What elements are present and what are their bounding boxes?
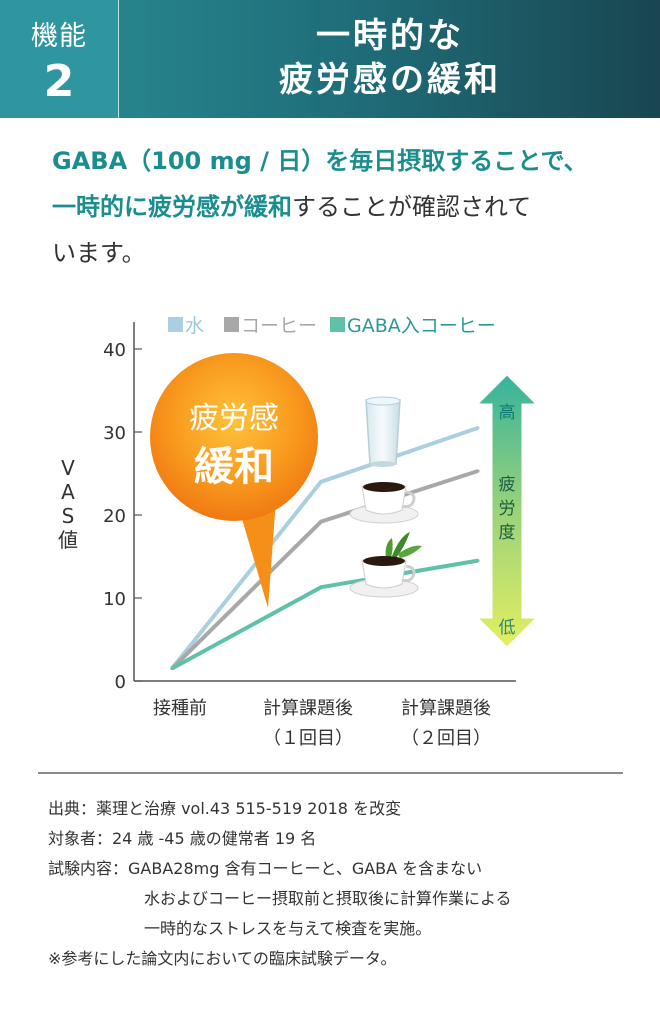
y-tick-label: 40 [103, 340, 126, 361]
y-tick-label: 0 [115, 672, 126, 693]
intro-line-3: います。 [52, 239, 146, 267]
header-banner: 機能 2 一時的な 疲労感の緩和 [0, 0, 660, 118]
legend-swatch [330, 317, 345, 332]
arrow-top-label: 高 [499, 403, 516, 423]
intro-line-1: GABA（100 mg / 日）を毎日摂取することで、 [52, 147, 588, 175]
arrow-middle-label: 疲労度 [499, 475, 516, 543]
coffee-cup-icon [349, 482, 419, 524]
y-axis-label-char: V [61, 456, 75, 480]
gaba-coffee-cup-icon [349, 532, 422, 598]
callout-line-2: 緩和 [194, 444, 274, 490]
divider [38, 772, 623, 774]
note-trial-3: 一時的なストレスを与えて検査を実施。 [144, 919, 432, 938]
legend: 水 コーヒー GABA入コーヒー [168, 315, 496, 337]
data-point [476, 469, 480, 473]
callout-bubble: 疲労感 緩和 [150, 353, 318, 608]
notes: 出典：薬理と治療 vol.43 515-519 2018 を改変 対象者：24 … [48, 794, 512, 974]
data-point [319, 480, 323, 484]
note-subjects: 対象者：24 歳 -45 歳の健常者 19 名 [48, 829, 317, 848]
badge-number: 2 [43, 56, 75, 107]
intro-text: GABA（100 mg / 日）を毎日摂取することで、 一時的に疲労感が緩和する… [52, 138, 632, 276]
legend-swatch [168, 317, 183, 332]
x-tick-sublabel: （２回目） [401, 728, 491, 749]
intro-line-2-highlight: 一時的に疲労感が緩和 [52, 193, 292, 221]
legend-swatch [224, 317, 239, 332]
fatigue-scale-arrow: 高 疲労度 低 [476, 374, 538, 648]
x-tick-sublabel: （１回目） [263, 728, 353, 749]
data-point [476, 559, 480, 563]
data-point [319, 585, 323, 589]
y-tick-label: 20 [103, 506, 126, 527]
x-tick-label: 計算課題後 [401, 698, 491, 719]
water-glass-icon [365, 396, 401, 467]
data-point [476, 426, 480, 430]
series-line-2 [171, 558, 479, 671]
data-point [170, 667, 174, 671]
arrow-bottom-label: 低 [499, 618, 516, 638]
x-tick-label: 計算課題後 [263, 698, 353, 719]
y-axis-label-char: S [62, 504, 75, 528]
intro-line-2-rest: することが確認されて [292, 193, 532, 221]
y-axis-label-char: A [61, 480, 75, 504]
note-trial-2: 水およびコーヒー摂取前と摂取後に計算作業による [144, 889, 512, 908]
note-source: 出典：薬理と治療 vol.43 515-519 2018 を改変 [48, 799, 402, 818]
page-title: 一時的な 疲労感の緩和 [120, 14, 660, 102]
note-trial-1: 試験内容：GABA28mg 含有コーヒーと、GABA を含まない [48, 859, 483, 878]
legend-label: GABA入コーヒー [347, 315, 496, 337]
y-axis-label-char: 値 [58, 528, 78, 552]
note-remark: ※参考にした論文内においての臨床試験データ。 [48, 949, 397, 968]
title-line-2: 疲労感の緩和 [279, 60, 501, 100]
x-tick-label: 接種前 [153, 698, 207, 719]
badge-label: 機能 [31, 21, 87, 52]
feature-badge: 機能 2 [0, 0, 119, 118]
series-lines [170, 425, 480, 671]
y-tick-label: 10 [103, 589, 126, 610]
data-point [319, 520, 323, 524]
title-line-1: 一時的な [316, 16, 464, 56]
callout-line-1: 疲労感 [189, 401, 279, 436]
y-tick-label: 30 [103, 423, 126, 444]
legend-label: 水 [185, 315, 204, 337]
legend-label: コーヒー [241, 315, 317, 337]
